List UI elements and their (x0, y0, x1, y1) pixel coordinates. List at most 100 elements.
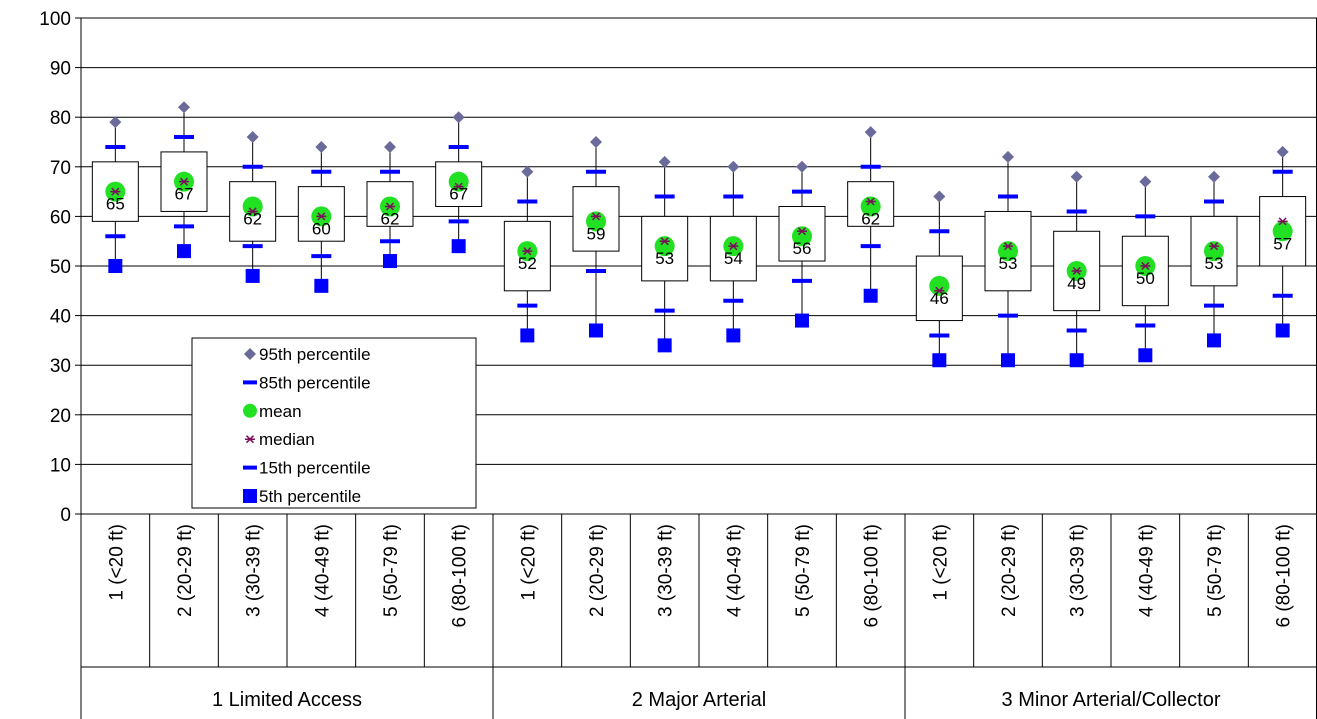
group-label: 1 Limited Access (212, 689, 362, 711)
y-tick-label: 0 (60, 505, 71, 526)
y-tick-label: 10 (50, 455, 71, 476)
box (1190, 215, 1238, 287)
median-marker (591, 212, 601, 221)
category-label: 4 (40-49 ft) (724, 524, 745, 617)
data-label: 56 (793, 239, 812, 258)
p95-marker (727, 160, 740, 173)
p95-marker (1070, 170, 1083, 183)
median-marker (385, 202, 395, 211)
p95-marker (1276, 145, 1289, 158)
category-label: 1 (<20 ft) (106, 524, 127, 601)
data-label: 60 (312, 219, 331, 238)
p95-marker (1208, 170, 1220, 183)
category-label: 5 (50-79 ft) (381, 524, 402, 617)
p5-marker (657, 338, 672, 353)
median-marker (728, 242, 739, 251)
group-label: 2 Major Arterial (632, 689, 767, 711)
median-marker (934, 286, 945, 295)
group-label: 3 Minor Arterial/Collector (1002, 689, 1221, 711)
median-marker (453, 182, 464, 191)
category-label: 5 (50-79 ft) (793, 524, 814, 617)
box (847, 181, 895, 227)
p5-marker (795, 313, 809, 328)
y-tick-label: 60 (50, 207, 71, 228)
y-tick-label: 50 (50, 257, 71, 278)
p95-marker (796, 160, 808, 173)
legend-label: mean (259, 402, 302, 421)
data-label: 49 (1067, 274, 1086, 293)
p95-marker (590, 136, 602, 148)
median-marker (1140, 261, 1151, 271)
p95-marker (933, 190, 946, 203)
mean-marker (1272, 221, 1293, 242)
category-label: 1 (<20 ft) (518, 524, 539, 601)
data-label: 53 (999, 254, 1018, 273)
median-marker (1277, 217, 1288, 226)
category-label: 6 (80-100 ft) (862, 524, 883, 628)
p95-marker (452, 111, 465, 124)
legend-label: median (259, 430, 315, 449)
legend-label: 15th percentile (259, 459, 371, 478)
y-axis: 0 10 20 30 40 50 60 70 80 90 100 (39, 9, 82, 719)
median-marker (659, 237, 670, 246)
p5-marker (451, 239, 466, 254)
p5-marker (1001, 353, 1015, 368)
p5-marker (108, 259, 123, 273)
p5-marker (863, 288, 878, 303)
data-label: 53 (655, 249, 674, 268)
data-label: 67 (175, 185, 194, 204)
p95-marker (178, 101, 190, 114)
y-tick-label: 20 (50, 406, 71, 427)
legend-p95-icon (244, 348, 256, 360)
legend-label: 5th percentile (259, 487, 361, 506)
p5-marker (589, 323, 603, 338)
data-label: 59 (587, 224, 606, 243)
p5-marker (1275, 323, 1290, 338)
y-tick-label: 80 (50, 108, 71, 129)
boxes: 65 67 62 60 62 67 52 59 53 54 56 62 46 53 49 50 53 57 (91, 101, 1307, 368)
p5-marker (726, 328, 741, 343)
p5-marker (314, 278, 329, 293)
category-label: 4 (40-49 ft) (1136, 524, 1157, 617)
median-marker (110, 187, 121, 196)
p95-marker (1139, 175, 1152, 188)
legend-mean-icon (243, 403, 257, 418)
category-label: 3 (30-39 ft) (656, 524, 677, 617)
data-label: 52 (518, 254, 537, 273)
data-label: 62 (861, 209, 880, 228)
data-label: 62 (381, 209, 400, 228)
p95-marker (315, 140, 328, 153)
median-marker (865, 197, 876, 206)
p95-marker (246, 131, 259, 144)
p5-marker (520, 328, 535, 343)
category-label: 5 (50-79 ft) (1205, 524, 1226, 617)
y-tick-label: 30 (50, 356, 71, 377)
median-marker (1209, 242, 1219, 251)
y-tick-label: 100 (39, 9, 71, 30)
p5-marker (932, 353, 947, 368)
p95-marker (1002, 150, 1014, 163)
p5-marker (1207, 333, 1221, 348)
legend-p5-icon (243, 489, 257, 503)
median-marker (316, 212, 327, 221)
legend-label: 95th percentile (259, 345, 371, 364)
data-label: 54 (724, 249, 743, 268)
median-marker (797, 227, 807, 236)
category-label: 1 (<20 ft) (930, 524, 951, 601)
legend: 95th percentile 85th percentile mean median… (191, 337, 477, 509)
category-label: 6 (80-100 ft) (1274, 524, 1295, 628)
median-marker (247, 207, 258, 216)
legend-median-icon (245, 435, 255, 444)
data-label: 65 (106, 195, 125, 214)
p5-marker (1138, 348, 1153, 363)
p5-marker (245, 268, 260, 283)
p5-marker (1069, 353, 1084, 368)
category-label: 4 (40-49 ft) (312, 524, 333, 617)
median-marker (1003, 242, 1013, 251)
data-label: 50 (1136, 269, 1155, 288)
median-marker (179, 177, 189, 186)
category-label: 2 (20-29 ft) (587, 524, 608, 617)
data-label: 53 (1205, 254, 1224, 273)
data-label: 57 (1273, 234, 1292, 253)
